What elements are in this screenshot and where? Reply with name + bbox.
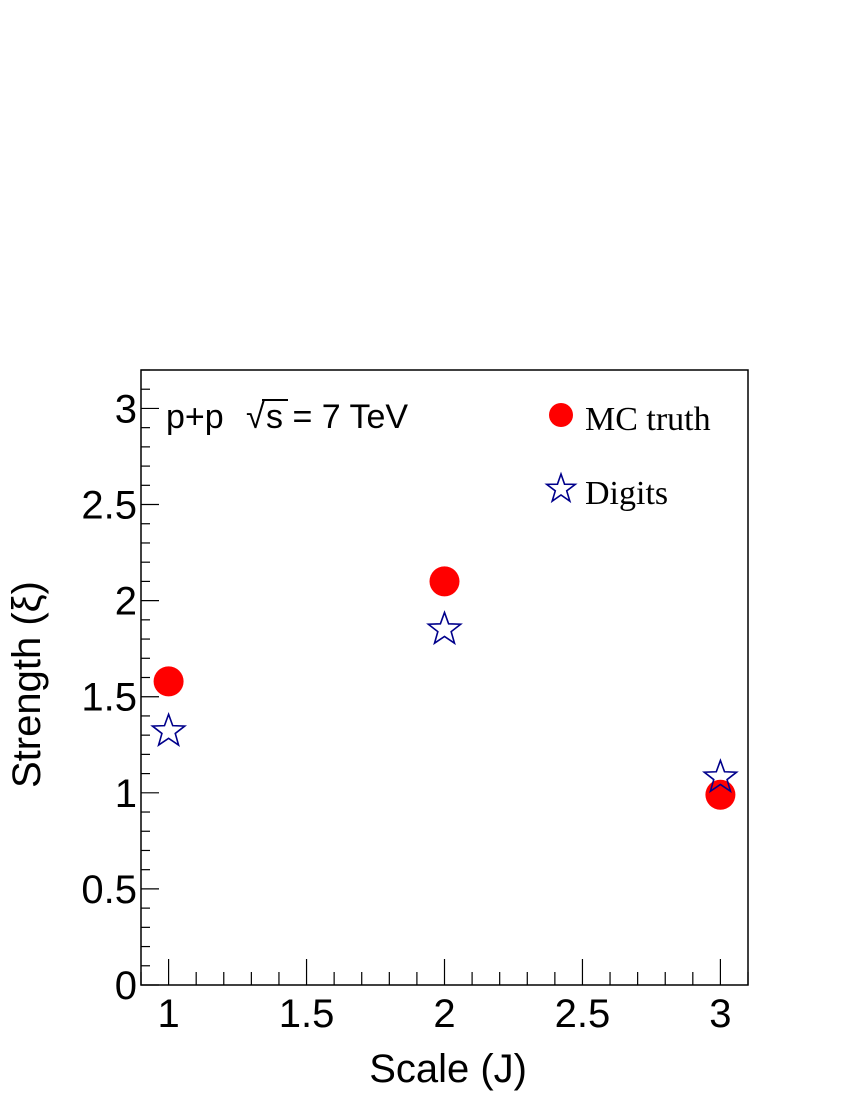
point-mc-truth — [705, 779, 736, 810]
point-mc-truth — [429, 566, 460, 597]
annotation-text: s = 7 TeV — [266, 398, 408, 436]
x-tick-label: 1 — [157, 992, 179, 1036]
x-tick-label: 3 — [709, 992, 731, 1036]
y-tick-label: 2 — [115, 580, 137, 624]
y-tick-label: 3 — [115, 387, 137, 431]
point-digits — [150, 711, 187, 747]
point-digits — [426, 610, 463, 646]
point-digits — [702, 758, 739, 794]
legend-label-mc-truth: MC truth — [585, 401, 711, 438]
legend-marker-mc-truth — [549, 403, 573, 427]
annotation: p+p √ s = 7 TeV — [166, 398, 408, 436]
point-mc-truth — [153, 666, 184, 697]
plot-frame — [140, 369, 749, 986]
y-tick-label: 0.5 — [81, 868, 137, 912]
y-tick-label: 0 — [115, 964, 137, 1008]
x-tick-label: 2.5 — [555, 992, 611, 1036]
x-axis-title: Scale (J) — [369, 1047, 527, 1091]
legend: MC truth Digits — [544, 401, 711, 512]
y-tick-label: 1 — [115, 772, 137, 816]
annotation-prefix: p+p — [166, 398, 224, 436]
x-tick-label: 2 — [433, 992, 455, 1036]
annotation-sqrt: √ — [246, 398, 265, 436]
legend-marker-digits — [544, 471, 578, 504]
legend-label-digits: Digits — [585, 475, 668, 512]
x-tick-label: 1.5 — [279, 992, 335, 1036]
y-tick-label: 1.5 — [81, 676, 137, 720]
y-axis-title: Strength (ξ) — [5, 581, 49, 788]
y-tick-label: 2.5 — [81, 484, 137, 528]
